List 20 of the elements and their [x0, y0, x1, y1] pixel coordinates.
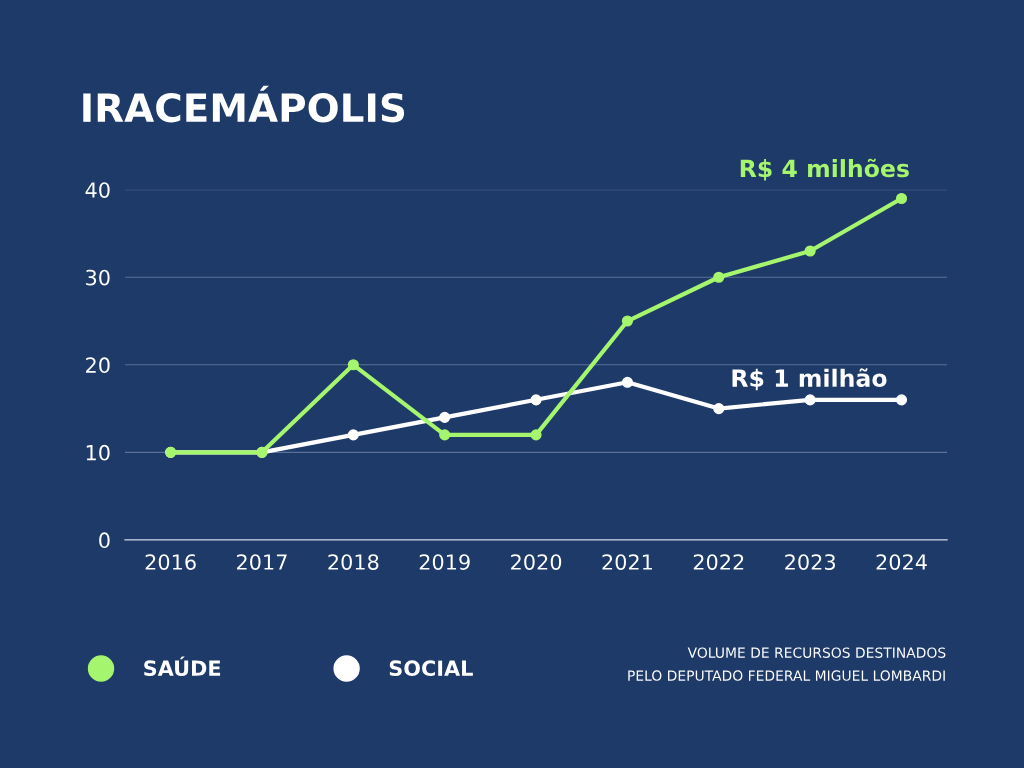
x-tick-label: 2024 — [876, 554, 927, 570]
annotation: R$ 1 milhão — [732, 368, 887, 391]
y-tick-label: 20 — [86, 357, 110, 374]
text: VOLUME DE RECURSOS DESTINADOS PELO DEPUTADO FEDERAL MIGUEL LOMBARDI — [628, 647, 946, 681]
y-tick-label: 40 — [85, 182, 110, 198]
x-tick-label: 2022 — [693, 554, 744, 570]
y-tick-label: 10 — [86, 444, 110, 461]
x-tick-label: 2016 — [145, 554, 196, 570]
legend-label: SOCIAL — [389, 660, 473, 677]
text: R$ 4 milhões — [740, 158, 909, 181]
y-tick-label: 0 — [99, 532, 110, 549]
x-tick-label: 2017 — [236, 554, 287, 570]
x-tick-label: 2020 — [511, 554, 562, 570]
y-tick-label: 30 — [86, 269, 110, 286]
x-tick-label: 2018 — [328, 554, 379, 570]
x-tick-label: 2019 — [419, 554, 470, 570]
x-tick-label: 2021 — [602, 554, 653, 570]
chart-title: IRACEMÁPOLIS — [83, 85, 405, 123]
legend-label: SAÚDE — [144, 656, 221, 677]
x-tick-label: 2023 — [785, 554, 835, 570]
